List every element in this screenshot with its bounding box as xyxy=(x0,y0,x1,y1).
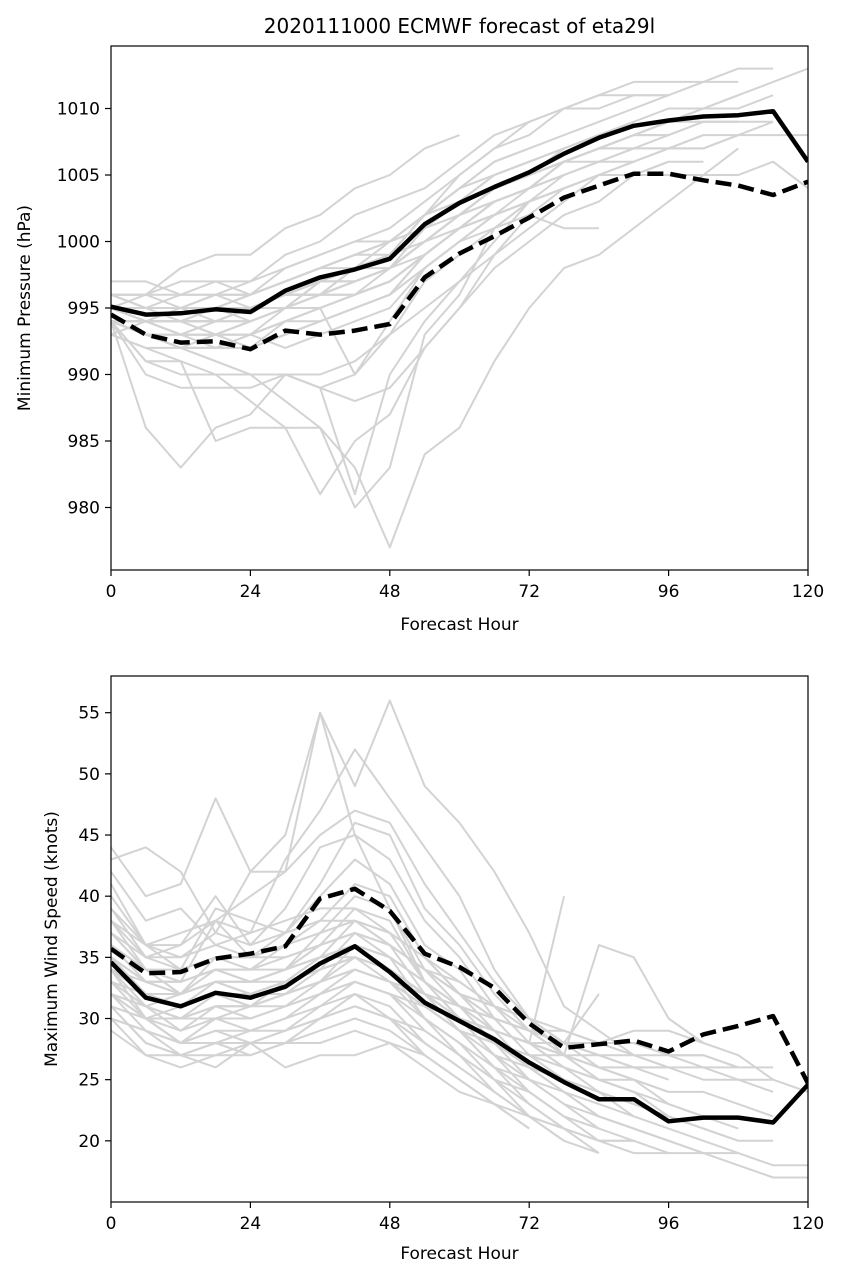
pressure-x-tick-label: 0 xyxy=(106,582,117,602)
wind-y-tick-label: 50 xyxy=(78,765,100,785)
pressure-y-tick-label: 1000 xyxy=(57,233,100,253)
pressure-ensemble-member-line xyxy=(111,187,565,496)
wind-y-axis: 20 25 30 35 40 45 50 55 xyxy=(78,704,111,1152)
pressure-solid-summary-line xyxy=(111,108,808,317)
pressure-x-tick-label: 96 xyxy=(658,582,680,602)
pressure-y-tick-label: 995 xyxy=(68,299,100,319)
pressure-ensemble-member-line xyxy=(111,94,774,296)
wind-ensemble-member-line xyxy=(111,834,669,1118)
wind-ensemble-member-line xyxy=(111,944,774,1118)
pressure-ensemble-member-line xyxy=(111,134,460,309)
pressure-dashed-summary-line xyxy=(111,171,808,352)
wind-y-tick-label: 45 xyxy=(78,826,100,846)
wind-solid-summary-line xyxy=(111,944,808,1125)
wind-ensemble-member-line xyxy=(111,1005,495,1105)
wind-x-tick-label: 48 xyxy=(379,1214,401,1234)
pressure-x-axis-label: Forecast Hour xyxy=(400,615,518,635)
pressure-ensemble-member-line xyxy=(111,213,599,509)
pressure-ensemble-member-line xyxy=(111,160,669,403)
wind-panel: 0 24 48 72 96 120 20 25 30 35 40 45 50 55 Forecast H… xyxy=(42,675,824,1264)
pressure-y-tick-label: 1005 xyxy=(57,166,100,186)
wind-ensemble-member-line xyxy=(111,1005,600,1130)
pressure-x-tick-label: 72 xyxy=(518,582,540,602)
chart-title: 2020111000 ECMWF forecast of eta29l xyxy=(264,14,655,38)
wind-ensemble-member-line xyxy=(111,821,774,1142)
wind-x-axis: 0 24 48 72 96 120 xyxy=(106,1202,824,1234)
pressure-ensemble-member-line xyxy=(111,134,704,376)
wind-x-tick-label: 96 xyxy=(658,1214,680,1234)
pressure-panel: 2020111000 ECMWF forecast of eta29l 0 24 4… xyxy=(15,14,824,635)
wind-x-axis-label: Forecast Hour xyxy=(400,1244,518,1264)
wind-x-tick-label: 0 xyxy=(106,1214,117,1234)
pressure-ensemble-member-line xyxy=(111,147,600,336)
pressure-ensemble-member-line xyxy=(111,174,600,496)
wind-y-tick-label: 40 xyxy=(78,887,100,907)
wind-ensemble-member-line xyxy=(111,907,669,1155)
wind-x-tick-label: 72 xyxy=(518,1214,540,1234)
wind-y-tick-label: 20 xyxy=(78,1132,100,1152)
pressure-y-tick-label: 985 xyxy=(68,432,100,452)
wind-y-axis-label: Maximum Wind Speed (knots) xyxy=(42,811,62,1067)
wind-y-tick-label: 55 xyxy=(78,704,100,724)
pressure-y-tick-label: 990 xyxy=(68,365,100,385)
pressure-ensemble-member-line xyxy=(111,214,496,389)
wind-ensemble-member-line xyxy=(111,980,635,1093)
wind-x-tick-label: 24 xyxy=(240,1214,262,1234)
pressure-summary-lines xyxy=(111,108,808,352)
wind-ensemble-member-line xyxy=(111,883,669,1142)
wind-dashed-summary-line xyxy=(111,886,808,1085)
pressure-y-tick-label: 980 xyxy=(68,498,100,518)
wind-summary-lines xyxy=(111,886,808,1125)
wind-y-tick-label: 30 xyxy=(78,1010,100,1030)
pressure-y-tick-label: 1010 xyxy=(57,100,100,120)
pressure-x-tick-label: 120 xyxy=(792,582,824,602)
pressure-x-tick-label: 24 xyxy=(240,582,262,602)
pressure-x-tick-label: 48 xyxy=(379,582,401,602)
wind-plot-frame xyxy=(110,675,809,1203)
pressure-y-axis: 980 985 990 995 1000 1005 1010 xyxy=(57,100,111,518)
wind-ensemble-member-line xyxy=(111,969,565,1142)
pressure-ensemble-lines xyxy=(111,67,808,549)
wind-y-tick-label: 25 xyxy=(78,1071,100,1091)
pressure-ensemble-member-line xyxy=(111,120,774,323)
pressure-x-axis: 0 24 48 72 96 120 xyxy=(106,570,824,602)
wind-x-tick-label: 120 xyxy=(792,1214,824,1234)
wind-y-tick-label: 35 xyxy=(78,948,100,968)
pressure-y-axis-label: Minimum Pressure (hPa) xyxy=(15,205,35,411)
